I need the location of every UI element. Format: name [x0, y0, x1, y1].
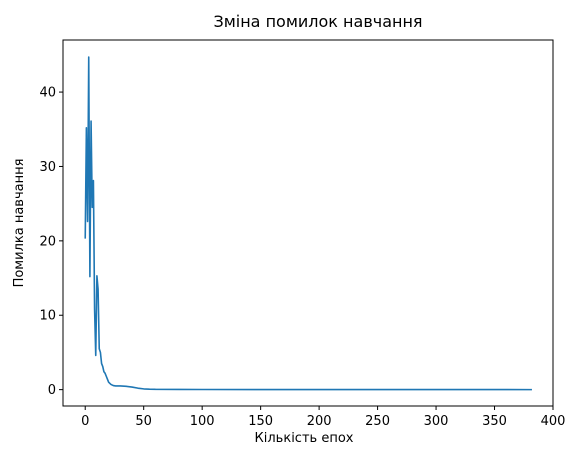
y-tick-label: 0 — [48, 383, 56, 398]
y-tick-label: 30 — [39, 160, 56, 175]
x-tick-label: 100 — [190, 414, 215, 429]
plot-content — [84, 56, 532, 391]
y-tick-label: 40 — [39, 86, 56, 101]
y-axis: 0 10 20 30 40 — [39, 86, 63, 398]
x-tick-label: 350 — [482, 414, 507, 429]
x-tick-label: 250 — [365, 414, 390, 429]
chart-title: Зміна помилок навчання — [213, 12, 422, 31]
y-axis-label: Помилка навчання — [12, 159, 27, 288]
y-tick-label: 10 — [39, 309, 56, 324]
x-tick-label: 0 — [81, 414, 89, 429]
series-line — [84, 56, 532, 391]
x-tick-label: 150 — [248, 414, 273, 429]
x-tick-label: 300 — [424, 414, 449, 429]
y-tick-label: 20 — [39, 234, 56, 249]
x-axis: 0 50 100 150 200 250 300 350 400 — [81, 406, 565, 429]
plot-frame — [62, 39, 554, 407]
x-axis-label: Кількість епох — [255, 431, 354, 446]
x-tick-label: 400 — [541, 414, 566, 429]
x-tick-label: 50 — [135, 414, 152, 429]
x-tick-label: 200 — [307, 414, 332, 429]
